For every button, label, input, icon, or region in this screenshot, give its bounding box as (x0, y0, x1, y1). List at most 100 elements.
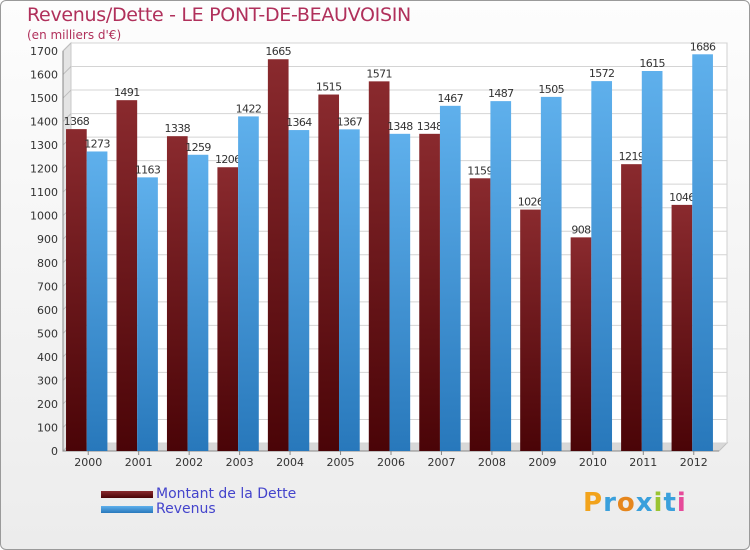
y-tick-label: 1600 (30, 69, 58, 82)
bar-dette (318, 94, 340, 451)
logo-letter: t (663, 488, 677, 518)
bar-dette (570, 237, 592, 451)
x-tick-label: 2006 (377, 456, 405, 469)
x-tick-label: 2010 (579, 456, 607, 469)
logo-letter: r (603, 488, 617, 518)
y-tick-label: 900 (37, 233, 58, 246)
chart-title: Revenus/Dette - LE PONT-DE-BEAUVOISIN (27, 4, 411, 26)
data-label-dette: 1491 (114, 86, 140, 99)
x-tick-label: 2012 (680, 456, 708, 469)
bar-dette (469, 178, 491, 451)
data-label-revenus: 1467 (437, 92, 463, 105)
bar-revenus (288, 130, 310, 451)
y-tick-label: 300 (37, 374, 58, 387)
data-label-dette: 908 (571, 223, 591, 236)
data-label-dette: 1219 (619, 150, 645, 163)
legend-label-dette: Montant de la Dette (156, 486, 297, 502)
y-tick-label: 1100 (30, 186, 58, 199)
proxiti-logo: Proxiti (583, 488, 687, 518)
logo-letter: P (583, 488, 604, 518)
bar-revenus (490, 101, 512, 451)
chart-subtitle: (en milliers d'€) (27, 28, 122, 42)
data-label-dette: 1026 (518, 196, 544, 209)
x-tick-label: 2003 (226, 456, 254, 469)
data-label-revenus: 1572 (589, 67, 615, 80)
x-tick-label: 2000 (74, 456, 102, 469)
bar-revenus (389, 133, 411, 451)
y-tick-label: 1300 (30, 139, 58, 152)
x-tick-label: 2004 (276, 456, 304, 469)
x-tick-label: 2011 (629, 456, 657, 469)
data-label-dette: 1665 (265, 45, 291, 58)
data-label-revenus: 1487 (488, 87, 514, 100)
x-tick-label: 2008 (478, 456, 506, 469)
bar-dette (217, 167, 239, 451)
y-tick-label: 1700 (30, 45, 58, 58)
data-label-revenus: 1259 (185, 141, 211, 154)
data-label-revenus: 1273 (84, 137, 110, 150)
bar-revenus (591, 81, 613, 451)
logo-letter: i (676, 488, 687, 518)
bar-dette (520, 209, 541, 451)
gridline (62, 113, 72, 122)
y-tick-label: 700 (37, 280, 58, 293)
bar-revenus (187, 154, 209, 451)
data-label-dette: 1206 (215, 153, 241, 166)
logo-letter: o (616, 488, 636, 518)
data-label-dette: 1368 (64, 115, 90, 128)
y-tick-label: 1000 (30, 210, 58, 223)
data-label-dette: 1046 (669, 191, 695, 204)
data-label-revenus: 1364 (286, 116, 312, 129)
bar-revenus (692, 54, 713, 451)
x-tick-label: 2007 (427, 456, 455, 469)
logo-letter: i (653, 488, 664, 518)
x-tick-label: 2001 (125, 456, 153, 469)
bar-revenus (439, 105, 461, 451)
bar-revenus (137, 177, 158, 451)
bar-revenus (339, 129, 360, 451)
data-label-dette: 1515 (316, 81, 342, 94)
bar-revenus (540, 96, 562, 451)
data-label-revenus: 1367 (337, 115, 363, 128)
gridline (62, 42, 72, 52)
y-tick-label: 0 (51, 445, 58, 458)
bar-revenus (641, 71, 663, 451)
bar-dette (671, 204, 693, 451)
legend-label-revenus: Revenus (156, 501, 216, 517)
x-tick-label: 2005 (327, 456, 355, 469)
bar-dette (419, 133, 440, 451)
bar-dette (368, 81, 390, 452)
data-label-dette: 1348 (417, 120, 443, 133)
data-label-revenus: 1615 (639, 57, 665, 70)
y-tick-label: 1200 (30, 163, 58, 176)
logo-letter: x (635, 488, 654, 518)
y-tick-label: 400 (37, 351, 58, 364)
gridline (62, 89, 72, 99)
data-label-revenus: 1422 (236, 102, 262, 115)
gridline (62, 66, 72, 75)
bar-dette (267, 59, 289, 452)
legend-swatch-revenus (101, 506, 153, 513)
data-label-revenus: 1686 (690, 40, 716, 53)
x-tick-label: 2002 (175, 456, 203, 469)
bar-dette (66, 129, 87, 451)
data-label-dette: 1338 (164, 122, 190, 135)
data-label-dette: 1571 (366, 67, 392, 80)
y-tick-label: 100 (37, 421, 58, 434)
y-tick-label: 800 (37, 257, 58, 270)
y-tick-label: 500 (37, 327, 58, 340)
bar-revenus (86, 151, 108, 451)
y-tick-label: 200 (37, 398, 58, 411)
y-tick-label: 1500 (30, 92, 58, 105)
legend-swatch-dette (101, 491, 153, 498)
data-label-dette: 1159 (467, 164, 493, 177)
data-label-revenus: 1163 (135, 163, 161, 176)
y-tick-label: 600 (37, 304, 58, 317)
bar-dette (166, 136, 188, 452)
data-label-revenus: 1505 (538, 83, 564, 96)
bar-dette (621, 164, 642, 452)
y-tick-label: 1400 (30, 116, 58, 129)
x-tick-label: 2009 (528, 456, 556, 469)
